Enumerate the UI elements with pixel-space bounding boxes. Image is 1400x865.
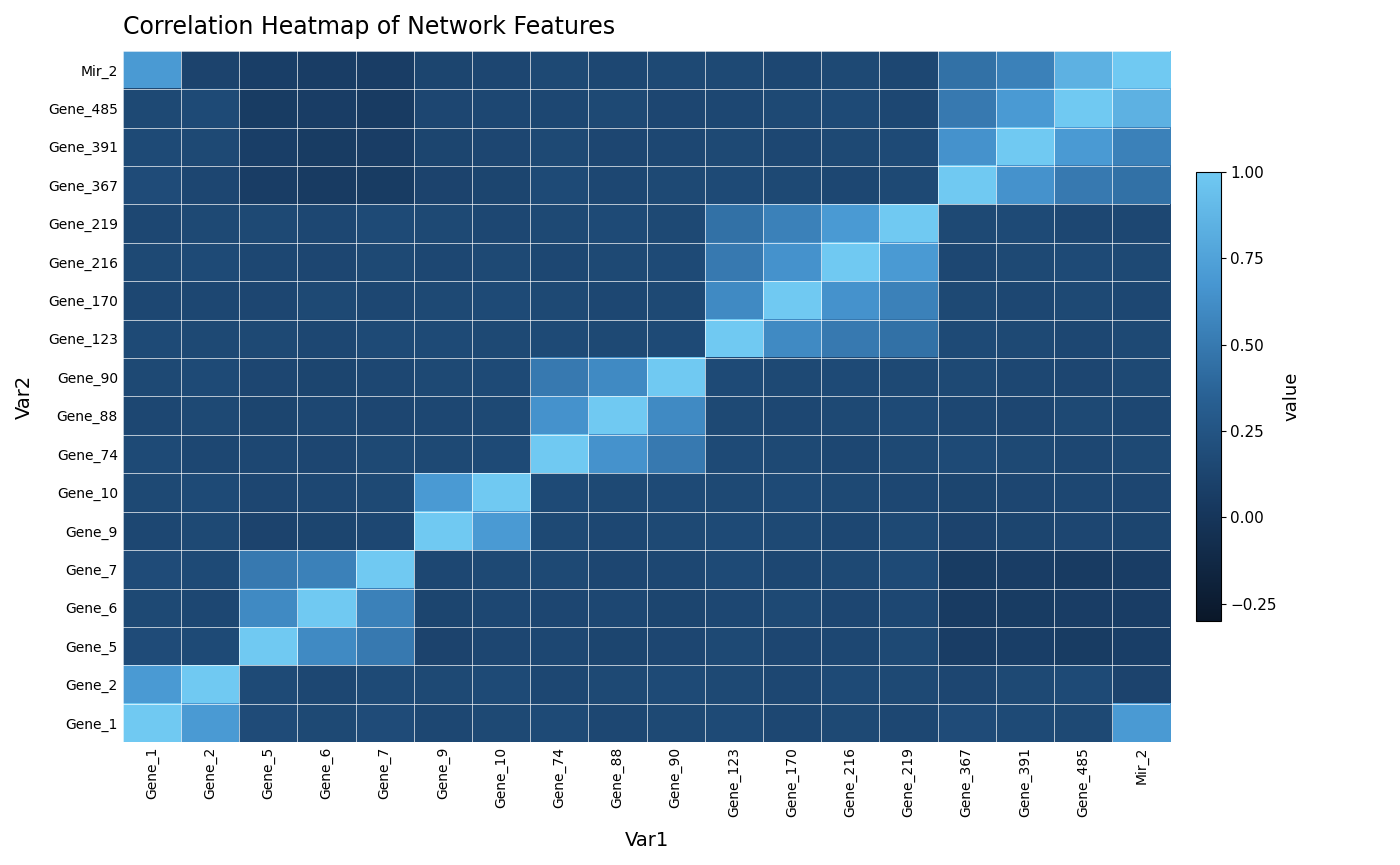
Y-axis label: Var2: Var2 <box>15 375 34 419</box>
Y-axis label: value: value <box>1282 372 1301 421</box>
X-axis label: Var1: Var1 <box>624 831 669 850</box>
Text: Correlation Heatmap of Network Features: Correlation Heatmap of Network Features <box>123 15 615 39</box>
